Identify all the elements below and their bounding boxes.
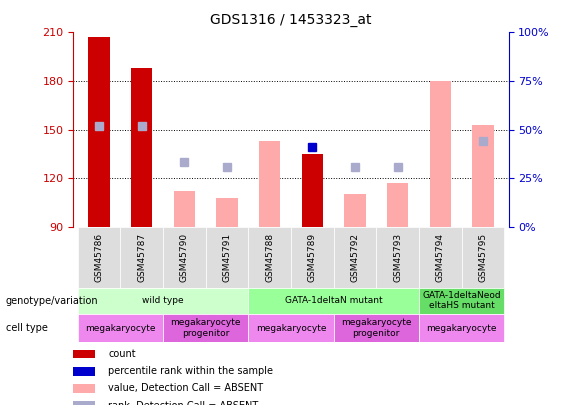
- Bar: [216, 198, 238, 227]
- Text: value, Detection Call = ABSENT: value, Detection Call = ABSENT: [108, 384, 263, 393]
- Bar: [259, 141, 280, 227]
- Text: GATA-1deltaN mutant: GATA-1deltaN mutant: [285, 296, 383, 305]
- Text: count: count: [108, 349, 136, 359]
- Bar: [173, 191, 195, 227]
- Text: megakaryocyte: megakaryocyte: [256, 324, 326, 333]
- FancyBboxPatch shape: [78, 314, 163, 342]
- FancyBboxPatch shape: [78, 227, 120, 288]
- Bar: [88, 37, 110, 227]
- Bar: [73, 384, 95, 393]
- Bar: [344, 194, 366, 227]
- Text: GSM45790: GSM45790: [180, 232, 189, 282]
- Text: GSM45786: GSM45786: [94, 232, 103, 282]
- FancyBboxPatch shape: [249, 288, 419, 314]
- Text: percentile rank within the sample: percentile rank within the sample: [108, 366, 273, 376]
- Bar: [302, 154, 323, 227]
- Text: GSM45794: GSM45794: [436, 233, 445, 281]
- Text: GSM45788: GSM45788: [265, 232, 274, 282]
- Text: megakaryocyte
progenitor: megakaryocyte progenitor: [341, 318, 411, 338]
- FancyBboxPatch shape: [206, 227, 249, 288]
- FancyBboxPatch shape: [163, 314, 249, 342]
- FancyBboxPatch shape: [249, 314, 333, 342]
- FancyBboxPatch shape: [333, 314, 419, 342]
- Bar: [73, 367, 95, 375]
- FancyBboxPatch shape: [419, 288, 504, 314]
- Bar: [387, 183, 408, 227]
- Bar: [73, 401, 95, 405]
- Text: megakaryocyte: megakaryocyte: [427, 324, 497, 333]
- Bar: [131, 68, 153, 227]
- Text: wild type: wild type: [142, 296, 184, 305]
- FancyBboxPatch shape: [120, 227, 163, 288]
- FancyBboxPatch shape: [462, 227, 504, 288]
- Bar: [429, 81, 451, 227]
- Text: GSM45789: GSM45789: [308, 232, 317, 282]
- Text: cell type: cell type: [6, 323, 47, 333]
- FancyBboxPatch shape: [163, 227, 206, 288]
- Text: GSM45793: GSM45793: [393, 232, 402, 282]
- Text: GSM45792: GSM45792: [350, 233, 359, 281]
- FancyBboxPatch shape: [333, 227, 376, 288]
- Bar: [73, 350, 95, 358]
- Text: megakaryocyte: megakaryocyte: [85, 324, 155, 333]
- FancyBboxPatch shape: [419, 227, 462, 288]
- Text: GSM45791: GSM45791: [223, 232, 232, 282]
- FancyBboxPatch shape: [376, 227, 419, 288]
- FancyBboxPatch shape: [291, 227, 333, 288]
- Text: GSM45795: GSM45795: [479, 232, 488, 282]
- Text: GATA-1deltaNeod
eltaHS mutant: GATA-1deltaNeod eltaHS mutant: [422, 291, 501, 310]
- FancyBboxPatch shape: [78, 288, 249, 314]
- Text: rank, Detection Call = ABSENT: rank, Detection Call = ABSENT: [108, 401, 259, 405]
- Text: GSM45787: GSM45787: [137, 232, 146, 282]
- Text: genotype/variation: genotype/variation: [6, 296, 98, 306]
- Title: GDS1316 / 1453323_at: GDS1316 / 1453323_at: [210, 13, 372, 27]
- FancyBboxPatch shape: [419, 314, 504, 342]
- Text: megakaryocyte
progenitor: megakaryocyte progenitor: [171, 318, 241, 338]
- Bar: [472, 125, 494, 227]
- FancyBboxPatch shape: [249, 227, 291, 288]
